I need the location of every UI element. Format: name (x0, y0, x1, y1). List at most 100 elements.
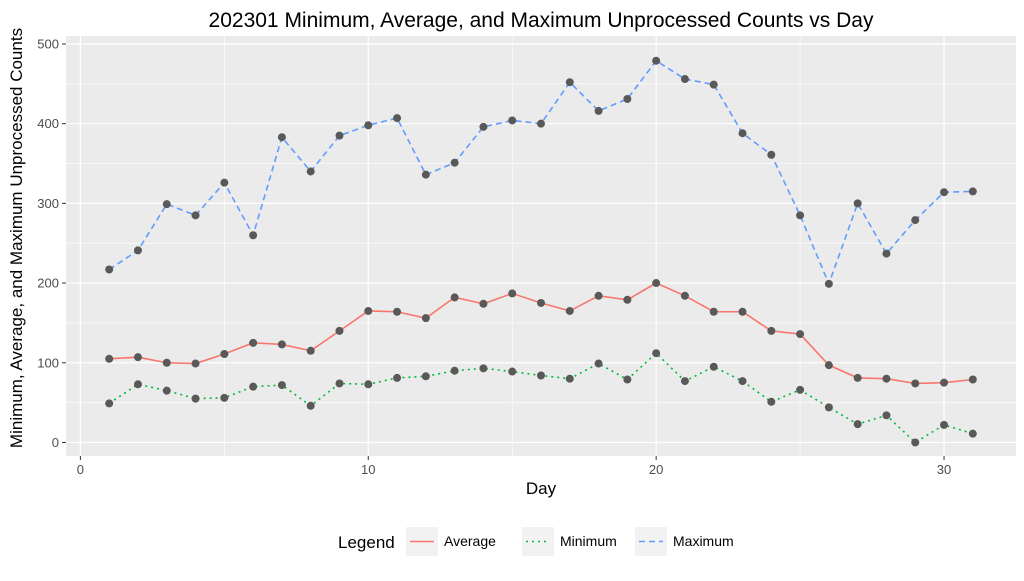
data-point-average (306, 346, 315, 355)
data-point-maximum (940, 188, 949, 197)
data-point-average (249, 338, 258, 347)
legend: Legend Average Minimum Maximum (338, 527, 734, 556)
data-point-average (738, 307, 747, 316)
legend-label-average: Average (444, 533, 496, 549)
x-tick-label: 30 (937, 462, 951, 477)
data-point-minimum (853, 420, 862, 429)
data-point-maximum (162, 200, 171, 209)
x-tick-label: 10 (361, 462, 375, 477)
data-point-maximum (393, 114, 402, 123)
data-point-average (623, 295, 632, 304)
data-point-minimum (767, 397, 776, 406)
data-point-average (824, 361, 833, 370)
data-point-average (335, 326, 344, 335)
x-axis: 0 10 20 30 (77, 456, 951, 477)
data-point-minimum (393, 373, 402, 382)
data-point-maximum (709, 80, 718, 89)
data-point-maximum (191, 211, 200, 220)
data-point-maximum (105, 265, 114, 274)
data-point-minimum (306, 401, 315, 410)
data-point-minimum (824, 403, 833, 412)
data-point-minimum (796, 385, 805, 394)
y-axis-label: Minimum, Average, and Maximum Unprocesse… (7, 28, 26, 448)
data-point-average (565, 306, 574, 315)
data-point-average (133, 353, 142, 362)
data-point-average (220, 349, 229, 358)
data-point-maximum (508, 116, 517, 125)
data-point-average (105, 354, 114, 363)
x-tick-label: 20 (649, 462, 663, 477)
data-point-maximum (882, 249, 891, 258)
data-point-minimum (537, 371, 545, 380)
data-point-minimum (133, 380, 142, 389)
data-point-average (940, 378, 949, 387)
data-point-minimum (882, 411, 891, 420)
y-tick-label: 400 (37, 116, 59, 131)
data-point-average (680, 291, 689, 300)
y-tick-label: 100 (37, 355, 59, 370)
data-point-minimum (738, 377, 747, 386)
data-point-minimum (335, 379, 344, 388)
data-point-average (508, 289, 517, 298)
data-point-maximum (277, 133, 286, 142)
data-point-maximum (623, 94, 632, 103)
data-point-maximum (220, 178, 229, 187)
data-point-maximum (824, 279, 833, 288)
data-point-minimum (364, 380, 373, 389)
data-point-average (709, 307, 718, 316)
legend-title: Legend (338, 533, 395, 552)
data-point-minimum (479, 364, 488, 373)
data-point-minimum (940, 420, 949, 429)
y-tick-label: 300 (37, 196, 59, 211)
data-point-maximum (565, 78, 574, 87)
data-point-minimum (709, 362, 718, 371)
data-point-minimum (652, 349, 661, 358)
data-point-maximum (680, 75, 689, 84)
data-point-average (393, 307, 402, 316)
data-point-maximum (450, 158, 459, 167)
data-point-maximum (796, 211, 805, 220)
data-point-maximum (853, 199, 862, 208)
y-tick-label: 500 (37, 36, 59, 51)
data-point-average (364, 306, 373, 315)
data-point-minimum (594, 359, 603, 368)
data-point-average (594, 291, 603, 300)
data-point-average (853, 373, 862, 382)
data-point-minimum (162, 386, 171, 395)
data-point-average (277, 340, 286, 349)
y-tick-label: 200 (37, 276, 59, 291)
data-point-average (968, 375, 977, 384)
data-point-average (191, 359, 200, 368)
data-point-minimum (968, 429, 977, 438)
data-point-minimum (508, 367, 517, 376)
data-point-minimum (191, 394, 200, 403)
data-point-average (652, 279, 661, 288)
data-point-minimum (911, 438, 920, 447)
data-point-average (479, 299, 488, 308)
data-point-maximum (364, 121, 373, 130)
data-point-average (537, 298, 545, 307)
data-point-maximum (594, 106, 603, 115)
plot-panel (66, 36, 1016, 456)
data-point-maximum (537, 119, 545, 128)
data-point-minimum (277, 381, 286, 390)
x-axis-label: Day (526, 479, 557, 498)
data-point-minimum (220, 393, 229, 402)
data-point-maximum (738, 129, 747, 138)
data-point-maximum (911, 216, 920, 225)
data-point-average (796, 330, 805, 339)
data-point-average (767, 326, 776, 335)
y-tick-label: 0 (52, 435, 59, 450)
data-point-average (450, 293, 459, 302)
data-point-maximum (767, 150, 776, 159)
data-point-minimum (623, 375, 632, 384)
data-point-maximum (335, 131, 344, 140)
data-point-minimum (105, 399, 114, 408)
data-point-minimum (450, 366, 459, 375)
data-point-average (162, 358, 171, 367)
data-point-maximum (479, 122, 488, 131)
legend-label-minimum: Minimum (560, 533, 617, 549)
chart-title: 202301 Minimum, Average, and Maximum Unp… (209, 9, 874, 32)
